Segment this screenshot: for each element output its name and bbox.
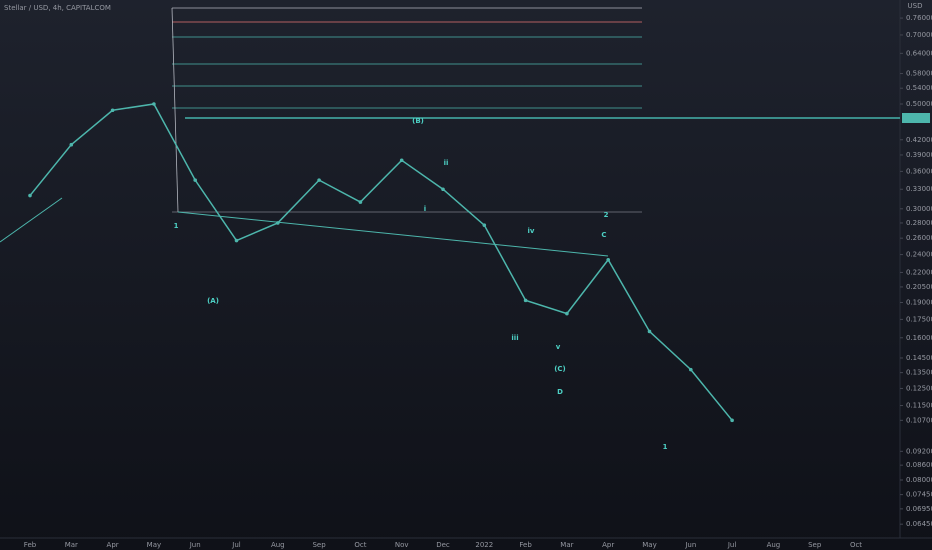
x-tick-label: Sep — [808, 541, 822, 549]
wave-label: C — [601, 231, 606, 239]
wave-label: i — [424, 205, 426, 213]
price-point — [276, 221, 280, 225]
line-price-tag — [902, 113, 930, 123]
x-tick-label: Mar — [65, 541, 78, 549]
price-point — [730, 418, 734, 423]
x-tick-label: Jul — [727, 541, 737, 549]
price-point — [110, 108, 115, 113]
wave-label: (B) — [412, 117, 424, 125]
price-point — [234, 238, 239, 243]
x-tick-label: Aug — [271, 541, 285, 549]
wave-label: iii — [511, 334, 518, 342]
fib-levels — [171, 7, 642, 213]
wave-label: ii — [444, 159, 449, 167]
y-axis-label: USD — [908, 2, 923, 10]
price-point — [482, 223, 487, 227]
price-point — [152, 102, 156, 106]
y-tick-label: 0.06450 — [906, 520, 932, 528]
price-point — [28, 193, 32, 198]
price-line — [29, 103, 733, 421]
x-tick-label: Feb — [24, 541, 37, 549]
wave-label: 1 — [663, 443, 668, 451]
x-tick-label: Mar — [560, 541, 573, 549]
price-point — [399, 158, 404, 163]
trend-line — [177, 211, 609, 257]
trend-line — [0, 197, 63, 243]
wave-label: D — [557, 388, 563, 396]
wave-label: (C) — [554, 365, 566, 373]
x-tick-label: Feb — [519, 541, 532, 549]
x-tick-label: May — [147, 541, 161, 549]
price-point — [441, 187, 445, 192]
price-point — [689, 367, 693, 372]
price-point — [606, 257, 610, 262]
wave-label: (A) — [207, 297, 219, 305]
price-point — [565, 311, 569, 316]
price-point — [193, 178, 197, 182]
wave-label: v — [556, 343, 561, 351]
wave-label: 2 — [604, 211, 609, 219]
x-tick-label: Jun — [684, 541, 696, 549]
price-point — [317, 178, 321, 182]
x-tick-label: Jun — [189, 541, 201, 549]
price-point — [69, 142, 74, 147]
x-tick-label: Apr — [602, 541, 614, 549]
x-tick-label: Dec — [436, 541, 450, 549]
x-tick-label: Aug — [767, 541, 781, 549]
x-tick-label: Jul — [231, 541, 241, 549]
wave-label: 1 — [174, 222, 179, 230]
x-tick-label: 2022 — [475, 541, 493, 549]
wave-label: iv — [528, 227, 535, 235]
price-point — [358, 200, 363, 204]
x-tick-label: Nov — [395, 541, 409, 549]
x-tick-label: Oct — [354, 541, 366, 549]
x-tick-label: Sep — [312, 541, 326, 549]
chart-title: Stellar / USD, 4h, CAPITALCOM — [4, 4, 111, 12]
price-point — [523, 298, 528, 303]
x-tick-label: Oct — [850, 541, 862, 549]
price-point — [647, 329, 652, 334]
x-tick-label: May — [642, 541, 656, 549]
x-tick-label: Apr — [107, 541, 119, 549]
